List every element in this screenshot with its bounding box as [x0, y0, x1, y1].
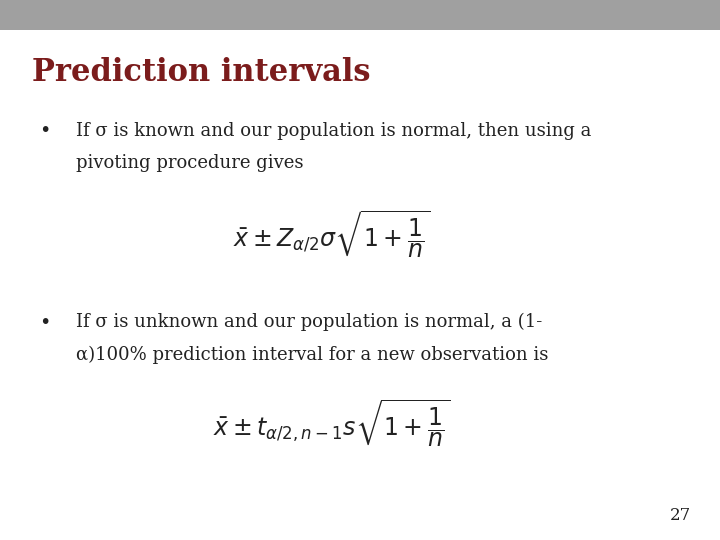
Text: If σ is unknown and our population is normal, a (1-: If σ is unknown and our population is no… [76, 313, 542, 332]
Text: $\bar{x} \pm t_{\alpha/2,n-1}s\sqrt{1+\dfrac{1}{n}}$: $\bar{x} \pm t_{\alpha/2,n-1}s\sqrt{1+\d… [212, 398, 450, 450]
Text: α)100% prediction interval for a new observation is: α)100% prediction interval for a new obs… [76, 346, 548, 364]
Text: If σ is known and our population is normal, then using a: If σ is known and our population is norm… [76, 122, 591, 139]
Text: 27: 27 [670, 507, 691, 524]
Text: •: • [40, 313, 51, 332]
Text: Prediction intervals: Prediction intervals [32, 57, 371, 87]
Text: $\bar{x} \pm Z_{\alpha/2}\sigma\sqrt{1+\dfrac{1}{n}}$: $\bar{x} \pm Z_{\alpha/2}\sigma\sqrt{1+\… [233, 209, 430, 261]
Text: pivoting procedure gives: pivoting procedure gives [76, 154, 303, 172]
Text: •: • [40, 122, 51, 140]
